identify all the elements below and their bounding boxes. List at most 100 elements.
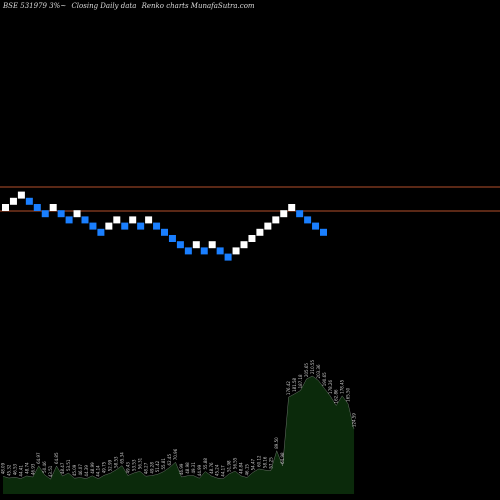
volume-value-label: 210.55 [310, 360, 315, 374]
volume-value-label: 58.53 [114, 456, 119, 468]
renko-up-brick [192, 241, 200, 249]
volume-area: 48.09 45.32 46.53 44.41 48.74 46.9364.9750.46… [1, 360, 357, 494]
renko-up-brick [17, 191, 25, 199]
volume-value-label: 54.47 [250, 458, 255, 470]
volume-value-label: 51.42 [155, 460, 160, 472]
volume-outline [2, 375, 355, 480]
volume-value-label: 50.46 [42, 461, 47, 473]
volume-value-label: 49.43 [125, 462, 130, 474]
volume-value-label: 58.16 [262, 456, 267, 468]
renko-up-brick [208, 241, 216, 249]
volume-value-label: 48.74 [24, 462, 29, 474]
volume-value-label: 124.59 [352, 413, 357, 427]
volume-value-label: 46.99 [179, 463, 184, 475]
renko-down-brick [33, 204, 41, 211]
volume-value-label: 48.98 [185, 462, 190, 474]
renko-up-brick [264, 222, 272, 230]
volume-value-label: 44.99 [197, 464, 202, 476]
volume-value-label: 45.09 [72, 464, 77, 476]
renko-up-brick [288, 204, 296, 211]
volume-value-label: 44.41 [18, 465, 23, 477]
renko-down-brick [304, 216, 312, 224]
volume-value-label: 165.50 [346, 387, 351, 401]
volume-value-label: 53.53 [131, 459, 136, 471]
volume-value-label: 56.55 [233, 457, 238, 469]
volume-value-label: 162.86 [334, 389, 339, 403]
renko-down-brick [137, 222, 145, 230]
renko-down-brick [216, 247, 224, 255]
volume-value-label: 181.58 [292, 377, 297, 391]
volume-value-label: 48.84 [239, 462, 244, 474]
volume-value-label: 44.39 [84, 465, 89, 477]
renko-up-brick [9, 197, 17, 205]
renko-down-brick [184, 247, 192, 255]
volume-value-label: 89.50 [274, 437, 279, 449]
renko-down-brick [200, 247, 208, 255]
symbol-label: BSE 531979 3%~ [3, 2, 67, 10]
renko-down-brick [57, 210, 65, 218]
renko-down-brick [121, 222, 129, 230]
volume-value-label: 64.85 [54, 452, 59, 464]
renko-down-brick [320, 228, 327, 236]
renko-up-brick [232, 247, 240, 255]
renko-down-brick [25, 197, 33, 205]
volume-value-label: 52.99 [108, 459, 113, 471]
volume-value-label: 49.75 [102, 461, 107, 473]
volume-value-label: 51.98 [227, 460, 232, 472]
volume-value-label: 46.07 [78, 464, 83, 476]
renko-bricks [2, 191, 327, 261]
volume-value-label: 55.88 [203, 458, 208, 470]
volume-value-label: 178.26 [328, 379, 333, 393]
volume-value-label: 48.76 [209, 462, 214, 474]
volume-value-label: 60.12 [256, 455, 261, 467]
volume-value-label: 48.99 [90, 462, 95, 474]
renko-down-brick [81, 216, 89, 224]
renko-up-brick [129, 216, 137, 224]
renko-up-brick [49, 204, 57, 211]
volume-value-label: 205.65 [304, 363, 309, 377]
volume-value-label: 56.31 [137, 457, 142, 469]
volume-value-label: 46.15 [244, 464, 249, 476]
renko-up-brick [248, 235, 256, 242]
volume-value-label: 46.53 [12, 463, 17, 475]
volume-value-label: 70.96 [173, 448, 178, 460]
renko-up-brick [73, 210, 81, 218]
volume-value-label: 190.65 [322, 372, 327, 386]
source-label: Renko charts MunafaSutra.com [141, 2, 255, 10]
renko-down-brick [97, 228, 105, 236]
renko-down-brick [153, 222, 161, 230]
volume-value-label: 44.14 [96, 465, 101, 477]
renko-down-brick [176, 241, 184, 249]
volume-value-label: 203.36 [316, 364, 321, 378]
renko-down-brick [65, 216, 73, 224]
volume-value-label: 48.27 [143, 462, 148, 474]
renko-down-brick [161, 228, 168, 236]
volume-fill [3, 376, 355, 494]
volume-value-label: 49.28 [149, 462, 154, 474]
volume-value-label: 49.31 [191, 462, 196, 474]
volume-value-label: 45.32 [6, 464, 11, 476]
subtitle-label: Closing Daily data [71, 2, 137, 10]
renko-down-brick [224, 253, 232, 261]
renko-up-brick [256, 228, 264, 236]
renko-up-brick [113, 216, 121, 224]
volume-value-label: 176.42 [286, 381, 291, 395]
renko-up-brick [240, 241, 248, 249]
volume-value-label: 43.51 [48, 465, 53, 477]
volume-value-label: 178.45 [340, 379, 345, 393]
renko-up-brick [272, 216, 280, 224]
renko-down-brick [89, 222, 97, 230]
renko-down-brick [168, 235, 176, 242]
renko-up-brick [280, 210, 288, 218]
chart-header: BSE 531979 3%~ Closing Daily data Renko … [3, 2, 258, 10]
volume-value-label: 57.25 [268, 457, 273, 469]
volume-value-label: 65.34 [120, 452, 125, 464]
volume-value-label: 44.17 [221, 465, 226, 477]
volume-value-label: 62.45 [167, 454, 172, 466]
renko-up-brick [145, 216, 153, 224]
volume-value-label: 45.24 [215, 464, 220, 476]
renko-up-brick [105, 222, 113, 230]
volume-value-label: 46.93 [30, 463, 35, 475]
volume-value-label: 64.98 [280, 452, 285, 464]
volume-value-label: 48.47 [60, 462, 65, 474]
